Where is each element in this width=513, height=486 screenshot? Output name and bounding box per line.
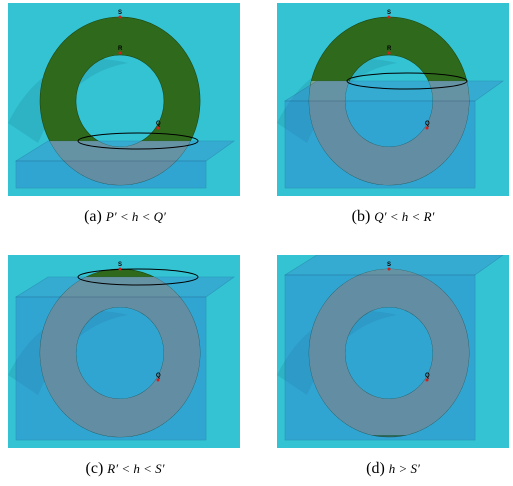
shadow [8,311,128,395]
torus-submerged [40,277,200,437]
point [425,378,429,382]
point-label: Q [156,121,161,127]
shadow [8,59,128,143]
point-label: R [118,46,123,52]
caption: (d) h > S′ [268,460,513,478]
box-front [284,274,476,441]
point-label: Q [425,373,430,379]
point [118,267,122,271]
rendering: SQ [8,255,240,448]
box-top [283,80,504,102]
box-front [15,160,207,189]
point-label: S [387,262,391,268]
torus-submerged [49,141,191,185]
cross-section [77,132,199,150]
caption: (c) R′ < h < S′ [0,460,250,478]
cross-section [77,268,199,286]
point [156,378,160,382]
point-label: S [387,10,391,16]
panel-image: S R Q [277,3,509,196]
shadow [277,59,397,143]
point-label: S [118,262,122,268]
point [387,267,391,271]
point [118,51,122,55]
caption: (a) P′ < h < Q′ [0,208,250,226]
point-label: Q [425,121,430,127]
caption-label: (a) [84,208,102,225]
torus-submerged [309,81,469,185]
caption-label: (b) [351,208,371,225]
torus-submerged [309,269,469,435]
point [425,126,429,130]
box-top [14,140,235,162]
box-front [284,100,476,189]
caption-math: R′ < h < S′ [107,461,165,476]
box-top [283,254,504,276]
box-top [14,276,235,298]
point [156,126,160,130]
point-label: Q [156,373,161,379]
point [387,51,391,55]
panel-image: S R Q [8,3,240,196]
shadow [277,311,397,395]
point [118,15,122,19]
caption-label: (c) [85,460,104,477]
caption-math: Q′ < h < R′ [374,209,435,224]
rendering: SQ [277,254,509,448]
caption: (b) Q′ < h < R′ [268,208,513,226]
caption-math: h > S′ [388,461,420,476]
caption-math: P′ < h < Q′ [105,209,166,224]
box-front [15,296,207,441]
rendering: S R Q [8,3,240,196]
caption-label: (d) [366,460,385,477]
point [387,15,391,19]
point-label: S [118,10,122,16]
point-label: R [387,46,392,52]
rendering: S R Q [277,3,509,196]
cross-section [346,72,468,90]
